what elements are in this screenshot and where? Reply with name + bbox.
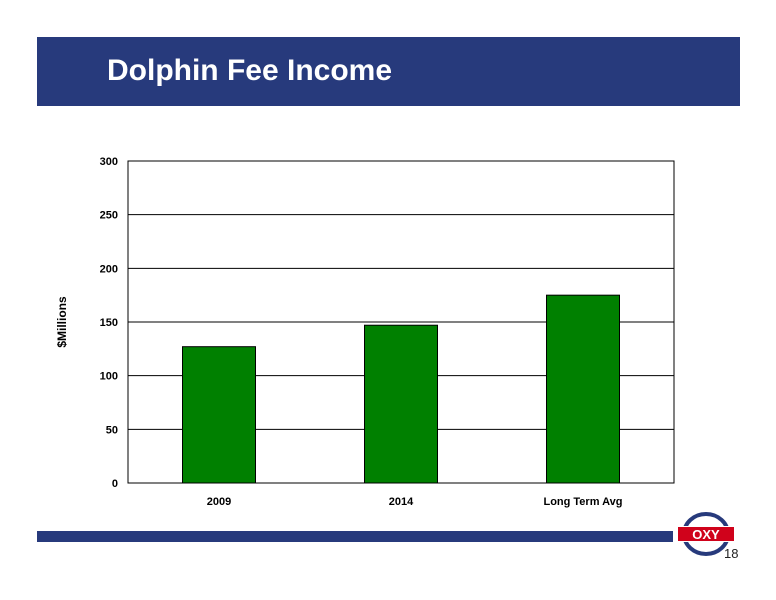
- bar-long-term-avg: [546, 294, 620, 484]
- bars: [182, 294, 620, 484]
- y-tick-label: 100: [100, 371, 118, 383]
- title-bar: Dolphin Fee Income: [37, 37, 740, 106]
- y-tick-label: 200: [100, 263, 118, 275]
- y-tick-label: 50: [106, 424, 118, 436]
- page-number: 18: [724, 546, 739, 561]
- footer-bar: [37, 531, 673, 542]
- x-tick-label: Long Term Avg: [543, 496, 622, 508]
- y-tick-labels: 0 50 100 150 200 250 300: [100, 156, 118, 490]
- slide-title: Dolphin Fee Income: [107, 54, 393, 87]
- x-tick-label: 2014: [389, 496, 414, 508]
- x-tick-labels: 2009 2014 Long Term Avg: [207, 496, 623, 508]
- bar-2009: [182, 346, 256, 484]
- y-tick-label: 250: [100, 210, 118, 222]
- y-axis-label: $Millions: [55, 296, 69, 348]
- y-tick-label: 300: [100, 156, 118, 168]
- bar-2014: [364, 324, 438, 484]
- oxy-logo: OXY: [676, 512, 736, 556]
- y-tick-label: 150: [100, 317, 118, 329]
- plot-frame: [127, 160, 675, 484]
- x-tick-label: 2009: [207, 496, 231, 508]
- y-tick-label: 0: [112, 478, 118, 490]
- logo-text: OXY: [692, 527, 720, 542]
